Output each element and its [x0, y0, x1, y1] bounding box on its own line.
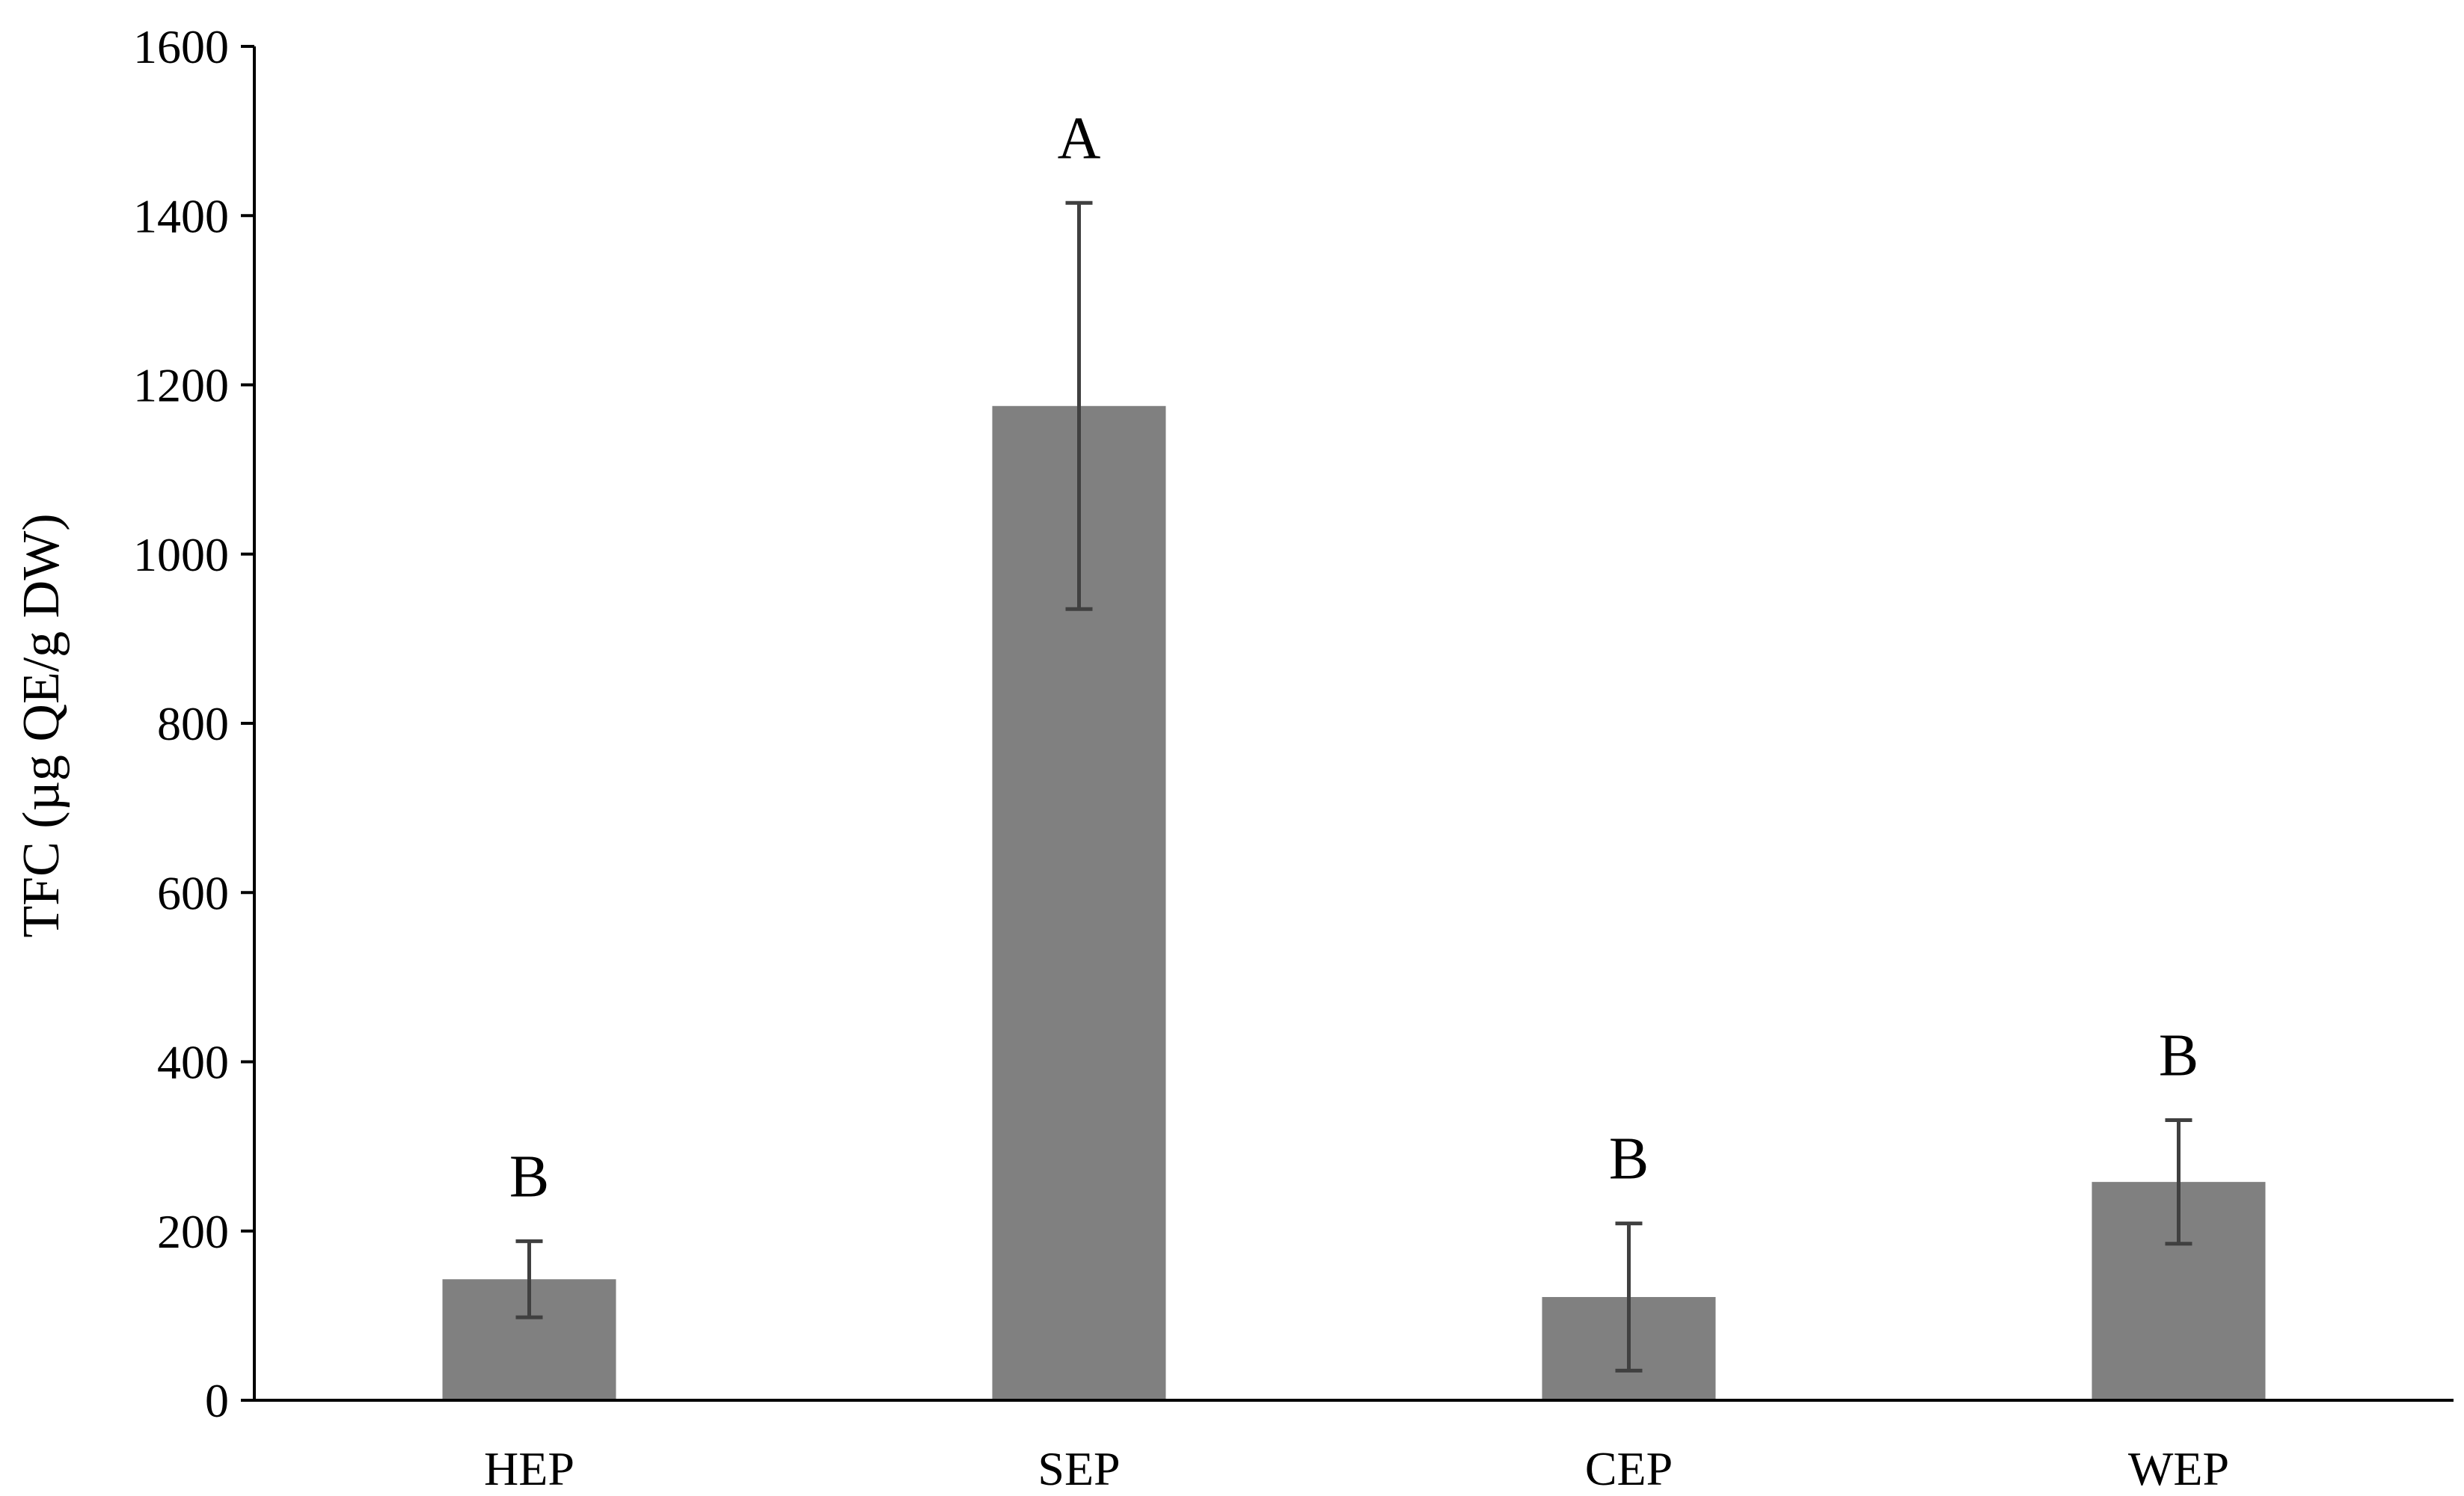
error-bar-wep [2165, 1118, 2192, 1246]
y-axis-title: TFC (µg QE/g DW) [13, 513, 70, 937]
significance-label-hep: B [509, 1144, 549, 1210]
y-tick-label: 400 [157, 1036, 229, 1089]
significance-labels: B A B B [509, 105, 2198, 1210]
y-tick-label: 200 [157, 1205, 229, 1258]
x-category-label-wep: WEP [2128, 1442, 2229, 1495]
significance-label-cep: B [1609, 1126, 1649, 1192]
significance-label-wep: B [2159, 1023, 2198, 1089]
x-category-label-hep: HEP [484, 1442, 574, 1495]
x-axis-categories: HEP SEP CEP WEP [484, 1442, 2229, 1495]
y-tick-label: 1600 [133, 20, 229, 73]
error-bars [515, 200, 2192, 1373]
y-tick-label: 800 [157, 697, 229, 750]
x-category-label-sep: SEP [1038, 1442, 1120, 1495]
y-tick-label: 0 [205, 1374, 229, 1427]
error-bar-sep [1065, 200, 1093, 611]
significance-label-sep: A [1058, 105, 1101, 171]
y-tick-label: 1200 [133, 359, 229, 412]
y-tick-label: 1400 [133, 189, 229, 242]
error-bar-hep [515, 1239, 543, 1319]
y-tick-label: 1000 [133, 528, 229, 581]
bars [442, 405, 2266, 1400]
y-tick-label: 600 [157, 866, 229, 919]
error-bar-cep [1615, 1221, 1643, 1373]
x-category-label-cep: CEP [1585, 1442, 1673, 1495]
y-axis-ticks: 0 200 400 600 800 1000 1200 1400 1600 [133, 20, 254, 1427]
